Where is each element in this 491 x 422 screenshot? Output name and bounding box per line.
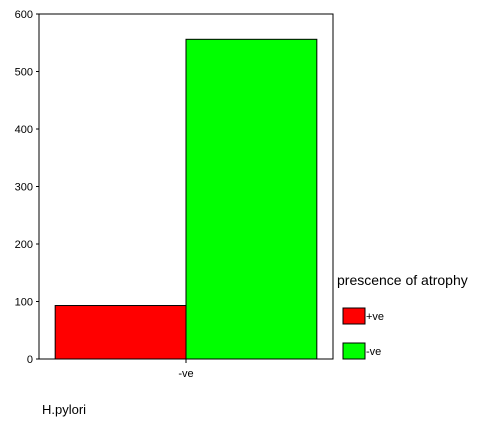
legend-swatch [342, 342, 366, 360]
legend: prescence of atrophy +ve -ve [337, 272, 468, 360]
x-axis-label: H.pylori [42, 402, 86, 417]
y-tick-label: 300 [15, 182, 33, 194]
bar-+ve [54, 305, 187, 360]
y-tick-label: 200 [15, 239, 33, 251]
x-axis: -ve [178, 359, 194, 380]
legend-swatch [342, 307, 366, 325]
y-tick-label: 100 [15, 297, 33, 309]
bar--ve [185, 38, 318, 360]
plot-area: 0 100 200 300 400 500 600 -ve [15, 9, 334, 380]
legend-label: +ve [366, 311, 384, 323]
y-axis: 0 100 200 300 400 500 600 [15, 9, 39, 366]
x-tick-label: -ve [178, 368, 193, 380]
bars [54, 38, 318, 360]
y-tick-label: 500 [15, 67, 33, 79]
legend-items: +ve -ve [342, 307, 384, 360]
y-tick-label: 600 [15, 9, 33, 21]
y-tick-label: 0 [27, 354, 33, 366]
legend-label: -ve [366, 346, 381, 358]
y-tick-label: 400 [15, 124, 33, 136]
legend-title: prescence of atrophy [337, 272, 468, 288]
